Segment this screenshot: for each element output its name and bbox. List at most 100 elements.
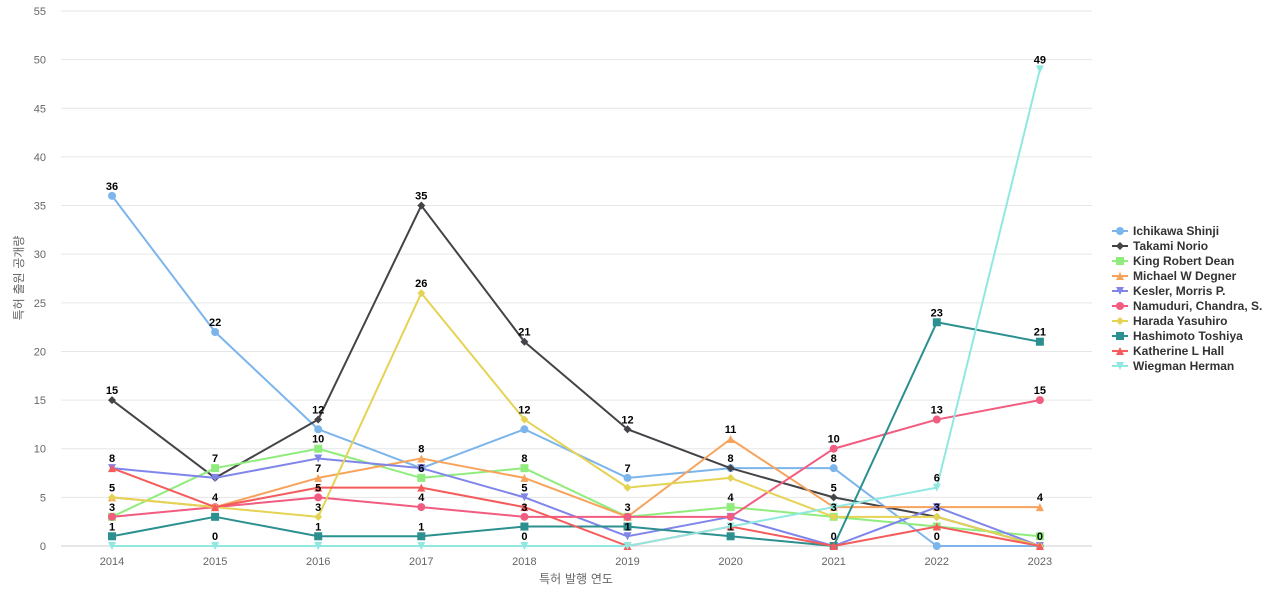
data-label: 26 [415, 278, 427, 290]
data-point [520, 493, 529, 502]
data-label: 3 [521, 502, 527, 514]
data-label: 7 [315, 463, 321, 475]
data-point [726, 435, 735, 443]
data-point [1035, 503, 1044, 512]
data-point [932, 415, 941, 424]
data-label: 8 [521, 453, 527, 465]
series-line [111, 447, 1040, 538]
data-label: 12 [518, 405, 530, 417]
legend-label: Wiegman Herman [1133, 359, 1234, 373]
data-label: 4 [418, 492, 425, 504]
data-label: 0 [521, 531, 527, 543]
x-tick-label: 2016 [306, 556, 330, 568]
data-point [520, 425, 529, 434]
data-label: 1 [728, 521, 734, 533]
series-line [112, 69, 1041, 547]
data-label: 5 [521, 482, 527, 494]
y-tick-label: 25 [34, 298, 46, 310]
series-0 [108, 191, 1044, 550]
legend-item[interactable]: Harada Yasuhiro [1112, 314, 1228, 328]
data-label: 1 [624, 521, 630, 533]
data-point [623, 473, 632, 482]
series-line [111, 292, 1041, 547]
x-tick-label: 2017 [409, 556, 433, 568]
data-point [829, 512, 838, 521]
y-tick-label: 20 [34, 346, 46, 358]
data-label: 15 [1034, 385, 1046, 397]
data-point [108, 512, 116, 521]
x-tick-label: 2020 [718, 556, 742, 568]
data-label: 49 [1034, 54, 1046, 66]
data-label: 35 [415, 191, 427, 203]
data-point [520, 337, 529, 346]
legend-item[interactable]: Takami Norio [1112, 239, 1208, 253]
legend-item[interactable]: Hashimoto Toshiya [1112, 329, 1243, 343]
data-label: 21 [518, 327, 530, 339]
y-tick-label: 10 [34, 444, 46, 456]
series-line [111, 321, 1041, 547]
data-point [314, 444, 323, 453]
series-group [108, 65, 1044, 550]
data-point [829, 493, 838, 502]
data-point [520, 415, 529, 424]
data-label: 21 [1034, 327, 1046, 339]
legend-item[interactable]: Katherine L Hall [1112, 344, 1224, 358]
y-axis-title: 특허 출원 공개량 [12, 236, 26, 321]
data-point [314, 454, 323, 463]
x-tick-label: 2014 [100, 556, 124, 568]
gridlines [61, 10, 1092, 547]
y-tick-label: 50 [34, 55, 46, 67]
data-point [932, 512, 941, 521]
data-label: 8 [418, 443, 424, 455]
data-point [726, 512, 735, 521]
data-point [1035, 532, 1044, 541]
legend-label: Ichikawa Shinji [1133, 224, 1219, 238]
legend-marker [1116, 317, 1124, 325]
data-label: 1 [109, 521, 115, 533]
legend-item[interactable]: Michael W Degner [1112, 269, 1237, 283]
legend-item[interactable]: Namuduri, Chandra, S. [1112, 299, 1262, 313]
data-label: 5 [831, 482, 837, 494]
data-label: 3 [934, 502, 940, 514]
legend-marker [1116, 287, 1124, 295]
y-tick-label: 15 [34, 395, 46, 407]
data-point [1035, 65, 1044, 74]
data-point [829, 444, 838, 453]
data-label: 12 [312, 405, 324, 417]
data-label: 36 [106, 181, 118, 193]
y-tick-label: 40 [34, 152, 46, 164]
data-point [211, 473, 220, 482]
data-point [108, 542, 116, 550]
data-point [1035, 542, 1044, 550]
legend-label: Takami Norio [1133, 239, 1208, 253]
data-point [932, 542, 941, 550]
legend-item[interactable]: King Robert Dean [1112, 254, 1234, 268]
data-point [314, 415, 323, 424]
data-point [417, 532, 426, 541]
data-point [108, 396, 116, 405]
y-tick-label: 5 [40, 492, 46, 504]
data-label: 6 [934, 473, 940, 485]
data-point [314, 493, 323, 502]
series-4 [108, 454, 1044, 550]
x-tick-label: 2015 [203, 556, 227, 568]
legend-marker [1116, 272, 1124, 280]
y-tick-label: 35 [34, 201, 46, 213]
data-label: 0 [1037, 531, 1043, 543]
legend-item[interactable]: Ichikawa Shinji [1112, 224, 1219, 238]
data-label: 12 [621, 414, 633, 426]
data-point [108, 464, 116, 473]
data-point [314, 542, 323, 550]
legend-label: King Robert Dean [1133, 254, 1234, 268]
data-point [623, 522, 632, 531]
legend-label: Michael W Degner [1133, 269, 1237, 283]
data-label: 4 [1037, 492, 1044, 504]
data-point [314, 512, 323, 521]
data-point [211, 328, 220, 336]
data-label: 23 [931, 307, 943, 319]
legend-item[interactable]: Kesler, Morris P. [1112, 284, 1226, 298]
legend-label: Kesler, Morris P. [1133, 284, 1226, 298]
legend-item[interactable]: Wiegman Herman [1112, 359, 1234, 373]
